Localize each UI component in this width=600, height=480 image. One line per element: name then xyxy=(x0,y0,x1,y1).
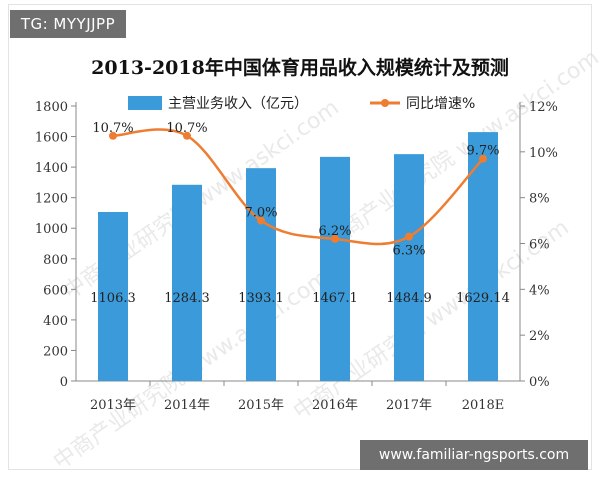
legend-bar-swatch xyxy=(128,96,162,110)
growth-point xyxy=(257,216,265,225)
right-axis-tick-label: 0% xyxy=(529,375,550,390)
growth-value-label: 6.2% xyxy=(318,224,351,239)
data-labels: 1106.3 1284.3 1393.1 1467.1 1484.9 1629.14 10.… xyxy=(90,121,510,306)
line-series xyxy=(109,128,487,246)
axes: 0 200 400 600 800 1000 1200 1400 1600 1800 0% 2% 4% 6… xyxy=(35,100,558,413)
x-axis-tick-label: 2018E xyxy=(462,398,505,413)
left-axis-tick-label: 800 xyxy=(43,253,68,268)
bar-value-label: 1284.3 xyxy=(164,291,210,306)
x-axis-tick-label: 2016年 xyxy=(312,398,358,413)
left-axis-tick-label: 600 xyxy=(43,283,68,298)
bar xyxy=(394,154,424,381)
left-axis-tick-label: 400 xyxy=(43,314,68,329)
growth-value-label: 10.7% xyxy=(166,121,207,136)
legend-line-label: 同比增速% xyxy=(406,96,475,112)
bar-value-label: 1484.9 xyxy=(386,291,432,306)
growth-value-label: 6.3% xyxy=(392,244,425,259)
bar xyxy=(98,211,128,381)
bar-value-label: 1467.1 xyxy=(312,291,358,306)
left-axis-tick-label: 1000 xyxy=(35,222,68,237)
legend: 主营业务收入（亿元） 同比增速% xyxy=(128,96,475,112)
right-axis-tick-label: 2% xyxy=(529,329,550,344)
bar xyxy=(246,168,276,381)
bar xyxy=(468,132,498,381)
left-axis-tick-label: 1200 xyxy=(35,192,68,207)
growth-point xyxy=(109,131,117,140)
left-axis-tick-label: 1800 xyxy=(35,100,68,115)
bar-value-label: 1629.14 xyxy=(456,291,510,306)
chart-title: 2013-2018年中国体育用品收入规模统计及预测 xyxy=(91,56,509,79)
right-axis-tick-label: 6% xyxy=(529,238,550,253)
x-axis-tick-label: 2017年 xyxy=(386,398,432,413)
growth-value-label: 7.0% xyxy=(244,206,277,221)
website-badge: www.familiar-ngsports.com xyxy=(360,440,588,470)
bar-series xyxy=(98,132,498,381)
growth-value-label: 9.7% xyxy=(466,144,499,159)
left-axis-tick-label: 1600 xyxy=(35,131,68,146)
bar xyxy=(320,156,350,381)
left-axis-tick-label: 1400 xyxy=(35,161,68,176)
left-axis-tick-label: 0 xyxy=(60,375,68,390)
growth-value-label: 10.7% xyxy=(92,121,133,136)
right-axis-tick-label: 12% xyxy=(529,100,558,115)
right-axis-tick-label: 4% xyxy=(529,283,550,298)
x-axis-tick-label: 2014年 xyxy=(164,398,210,413)
x-axis-tick-label: 2015年 xyxy=(238,398,284,413)
bar-value-label: 1106.3 xyxy=(90,291,136,306)
right-axis-tick-label: 8% xyxy=(529,192,550,207)
bar-value-label: 1393.1 xyxy=(238,291,284,306)
growth-point xyxy=(183,131,191,140)
bar xyxy=(172,184,202,381)
legend-bar-label: 主营业务收入（亿元） xyxy=(168,96,308,112)
growth-point xyxy=(331,234,339,243)
growth-point xyxy=(479,154,487,163)
x-axis-tick-label: 2013年 xyxy=(90,398,136,413)
right-axis-tick-label: 10% xyxy=(529,146,558,161)
left-axis-tick-label: 200 xyxy=(43,344,68,359)
tg-badge: TG: MYYJJPP xyxy=(10,10,126,38)
legend-line-dot xyxy=(381,99,389,107)
growth-point xyxy=(405,232,413,241)
